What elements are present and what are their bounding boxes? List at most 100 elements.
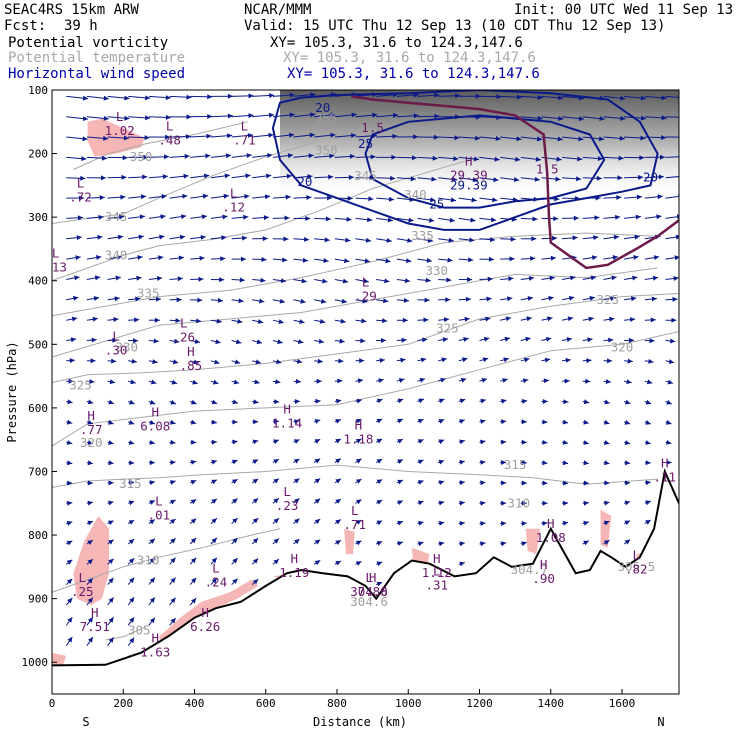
wind-arrow-head: [190, 459, 197, 465]
wind-arrow-head: [676, 214, 679, 220]
field-xy-theta: XY= 105.3, 31.6 to 124.3,147.6: [283, 50, 536, 66]
wind-arrow-head: [448, 237, 454, 243]
field-xy-pv: XY= 105.3, 31.6 to 124.3,147.6: [270, 35, 523, 51]
x-tick-label: 1400: [538, 697, 565, 710]
theta-contour-315: [52, 464, 658, 488]
wind-arrow-head: [124, 115, 130, 121]
wind-arrow-head: [79, 195, 85, 201]
field-name-pv: Potential vorticity: [8, 35, 168, 51]
wind-arrow-head: [400, 357, 406, 363]
high-marker: H: [465, 154, 473, 169]
wind-arrow-head: [128, 440, 135, 445]
wind-arrow-head: [211, 537, 217, 544]
wind-arrow-head: [376, 561, 383, 567]
wind-arrow-head: [314, 478, 321, 484]
y-tick-label: 900: [28, 593, 48, 606]
wind-arrow-head: [482, 357, 489, 363]
wind-arrow-head: [221, 235, 227, 241]
wind-arrow-head: [69, 358, 75, 364]
wind-arrow-head: [252, 538, 259, 544]
wind-arrow-head: [145, 115, 151, 121]
wind-arrow-head: [67, 480, 73, 486]
wind-arrow-head: [363, 278, 369, 284]
wind-arrow-head: [370, 154, 376, 160]
wind-arrow-head: [349, 153, 355, 159]
wind-arrow-head: [108, 460, 114, 466]
extremum-value: 1.08: [536, 530, 566, 545]
wind-arrow-head: [563, 480, 569, 486]
wind-arrow-head: [316, 378, 322, 384]
wind-arrow-head: [317, 358, 323, 364]
wind-arrow-head: [583, 540, 589, 546]
wind-arrow-head: [656, 214, 662, 220]
wind-arrow-head: [412, 155, 417, 161]
wind-arrow-head: [658, 174, 664, 180]
wind-arrow-head: [314, 439, 321, 444]
wind-arrow-head: [304, 236, 310, 242]
extremum-value: 1.14: [272, 415, 302, 430]
low-marker: L: [112, 328, 120, 343]
wind-speed-label: 25: [429, 196, 444, 211]
wind-arrow-head: [438, 480, 445, 485]
wind-arrow-head: [452, 176, 458, 182]
wind-arrow-head: [586, 358, 592, 364]
wind-arrow-head: [248, 93, 254, 99]
wind-arrow-head: [232, 439, 238, 445]
wind-arrow-head: [254, 379, 260, 385]
wind-arrow-head: [480, 480, 486, 486]
wind-arrow-head: [217, 297, 223, 303]
wind-arrow-head: [70, 337, 77, 343]
wind-arrow: [665, 95, 679, 98]
wind-arrow-head: [542, 419, 548, 425]
wind-arrow-head: [480, 460, 486, 465]
wind-arrow-head: [434, 113, 440, 119]
wind-arrow-head: [527, 296, 533, 301]
wind-arrow-head: [670, 338, 676, 344]
wind-arrow-head: [227, 93, 233, 99]
wind-arrow-head: [198, 276, 204, 282]
pv-shaded-region: [600, 509, 612, 548]
wind-arrow-head: [509, 256, 515, 262]
wind-arrow-head: [170, 577, 176, 583]
wind-arrow-head: [475, 135, 481, 141]
wind-speed-label: 25: [358, 136, 373, 151]
wind-arrow-head: [74, 275, 80, 281]
wind-arrow-head: [402, 317, 408, 323]
wind-arrow-head: [305, 216, 311, 221]
wind-arrow-head: [131, 358, 137, 364]
wind-arrow-head: [149, 500, 155, 505]
wind-arrow-head: [276, 359, 282, 365]
pv-shaded-region: [344, 528, 355, 555]
theta-contour-label: 325: [69, 378, 92, 393]
wind-arrow-head: [562, 520, 569, 526]
wind-arrow-head: [494, 156, 500, 162]
wind-arrow-head: [608, 337, 614, 343]
wind-arrow-head: [325, 216, 331, 222]
wind-arrow-head: [572, 235, 578, 241]
wind-arrow-head: [335, 499, 341, 504]
wind-arrow-head: [224, 173, 230, 179]
wind-arrow-head: [315, 398, 321, 404]
wind-arrow-head: [235, 339, 242, 345]
wind-arrow-head: [566, 337, 572, 342]
wind-arrow-head: [241, 256, 246, 262]
wind-arrow-head: [495, 136, 501, 141]
wind-arrow-head: [275, 379, 281, 385]
wind-arrow-head: [108, 520, 114, 526]
wind-arrow-head: [473, 156, 479, 162]
wind-arrow-head: [376, 479, 383, 485]
wind-arrow-head: [248, 113, 254, 119]
extremum-value: .71: [233, 133, 256, 148]
wind-arrow-head: [184, 153, 190, 159]
wind-arrow-head: [392, 133, 398, 139]
wind-arrow-head: [682, 95, 687, 100]
wind-arrow-head: [67, 399, 73, 405]
theta-contour-label: 330: [116, 340, 139, 355]
wind-arrow-head: [501, 480, 507, 486]
wind-arrow-head: [232, 498, 238, 504]
wind-arrow-head: [297, 339, 304, 344]
wind-arrow-head: [170, 618, 176, 624]
wind-speed-label: 20: [643, 170, 658, 185]
wind-arrow-head: [624, 520, 631, 526]
wind-arrow-head: [287, 153, 294, 159]
